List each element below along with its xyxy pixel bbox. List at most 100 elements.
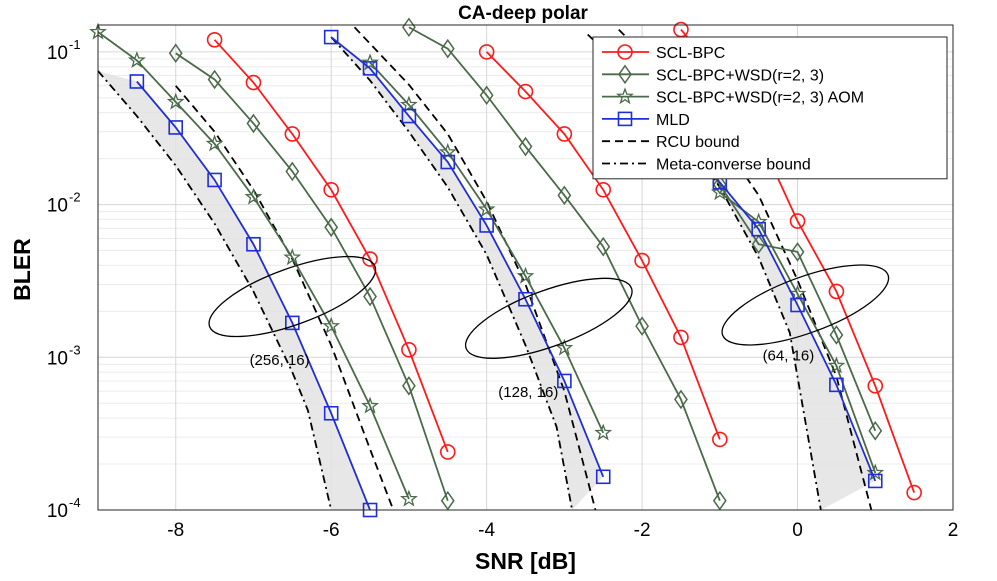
y-tick-exponent: -4 <box>69 495 81 510</box>
legend-marker <box>618 64 632 85</box>
y-tick-exponent: -1 <box>69 37 81 52</box>
data-point <box>866 463 885 481</box>
legend-box <box>592 36 948 180</box>
data-point <box>751 234 766 255</box>
data-point <box>596 236 611 257</box>
series-line <box>175 52 449 502</box>
data-point <box>401 376 416 396</box>
legend-label: SCL-BPC <box>656 45 725 62</box>
data-point <box>788 284 807 302</box>
data-point <box>555 338 574 356</box>
data-point <box>518 291 533 307</box>
data-point <box>557 373 572 389</box>
data-point <box>168 120 184 135</box>
data-point <box>712 174 727 195</box>
group-ellipses <box>208 255 890 359</box>
series-layer <box>89 17 922 518</box>
data-point <box>867 473 883 489</box>
series-scl-bpc-wsd-r-2-3 <box>168 17 883 511</box>
data-point <box>516 266 535 284</box>
group-ellipse <box>721 264 890 346</box>
x-tick-label: -4 <box>478 520 495 541</box>
series-line <box>408 26 721 502</box>
chart-title: CA-deep polar <box>458 3 588 24</box>
shaded-region <box>331 37 604 510</box>
data-point <box>323 29 339 45</box>
data-point <box>399 95 418 113</box>
series-mld <box>129 29 883 518</box>
x-tick-label: 0 <box>792 520 803 541</box>
data-point <box>829 325 844 345</box>
data-point <box>401 17 416 38</box>
data-point <box>440 38 455 59</box>
series-line <box>719 191 877 474</box>
legend-entry-scl-bpc-wsd-r-2-3-aom: SCL-BPC+WSD(r=2, 3) AOM <box>602 87 864 107</box>
data-point <box>557 185 572 206</box>
data-point <box>868 421 883 441</box>
data-point <box>246 113 261 134</box>
y-tick-label: 10 <box>47 43 68 64</box>
data-point <box>712 490 727 511</box>
plot-frame <box>97 24 954 511</box>
legend-label: Meta-converse bound <box>656 157 811 174</box>
data-point <box>322 316 341 334</box>
annotation-label: (256, 16) <box>250 352 310 369</box>
data-point <box>246 236 261 252</box>
legend-marker <box>617 111 633 127</box>
group-ellipse <box>464 277 633 359</box>
data-point <box>827 356 846 374</box>
data-point <box>789 213 806 229</box>
x-tick-label: -6 <box>323 520 340 541</box>
data-point <box>324 217 339 238</box>
data-point <box>867 378 884 394</box>
data-point <box>634 252 650 269</box>
y-tick-label: 10 <box>47 348 68 369</box>
x-tick-labels: -8 -6 -4 -2 0 2 <box>167 520 958 541</box>
data-point <box>828 283 845 300</box>
legend-label: MLD <box>656 112 690 129</box>
legend-label: SCL-BPC+WSD(r=2, 3) <box>656 67 824 84</box>
data-point <box>440 154 456 170</box>
data-point <box>401 341 417 358</box>
data-point <box>361 53 379 71</box>
data-point <box>401 108 417 124</box>
data-point <box>518 136 533 157</box>
y-tick-exponent: -2 <box>69 190 81 205</box>
data-point <box>674 389 688 410</box>
data-point <box>283 248 302 266</box>
annotation-label: (128, 16) <box>498 384 558 401</box>
data-point <box>790 242 805 262</box>
data-point <box>127 50 146 68</box>
x-tick-label: -8 <box>167 520 184 541</box>
series-line <box>353 26 597 511</box>
data-point <box>479 85 494 106</box>
legend-entry-scl-bpc-wsd-r-2-3: SCL-BPC+WSD(r=2, 3) <box>602 64 824 85</box>
data-point <box>244 187 263 205</box>
y-tick-label: 10 <box>47 196 68 217</box>
data-point <box>245 74 262 91</box>
data-point <box>439 444 456 460</box>
data-point <box>362 61 378 76</box>
data-point <box>635 316 650 336</box>
legend-marker <box>616 87 634 105</box>
group-ellipse <box>208 255 377 338</box>
data-point <box>478 44 495 60</box>
y-tick-label: 10 <box>47 501 68 522</box>
y-tick-labels: 10-110-210-310-4 <box>47 37 81 522</box>
data-point <box>399 489 418 507</box>
legend-marker <box>617 44 633 60</box>
series-line <box>97 31 410 500</box>
data-point <box>595 181 612 198</box>
data-point <box>749 212 768 230</box>
data-point <box>129 74 145 89</box>
data-point <box>517 83 534 100</box>
x-tick-label: -2 <box>634 520 651 541</box>
data-point <box>285 315 300 331</box>
x-axis-label: SNR [dB] <box>475 548 576 574</box>
data-point <box>361 396 379 414</box>
series-line <box>136 80 371 511</box>
legend-entry-scl-bpc: SCL-BPC <box>602 44 725 62</box>
shaded-region <box>98 70 371 510</box>
annotations: (256, 16) (128, 16) (64, 16) <box>250 348 815 401</box>
